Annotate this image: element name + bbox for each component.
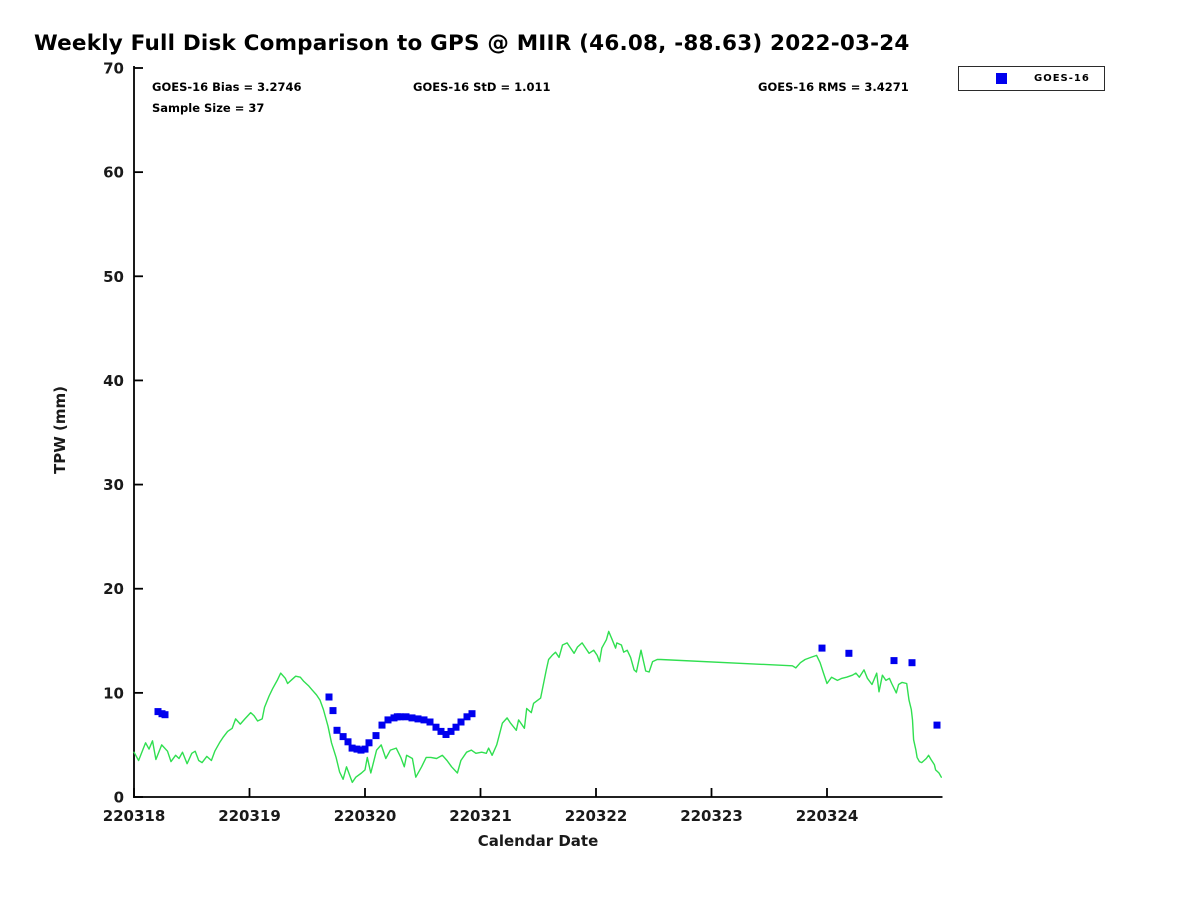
x-axis-label: Calendar Date bbox=[477, 832, 599, 850]
goes16-data-point bbox=[426, 718, 434, 726]
goes16-data-point bbox=[442, 731, 450, 738]
goes16-data-point bbox=[372, 732, 380, 740]
y-tick-label: 40 bbox=[103, 372, 124, 390]
goes16-data-point bbox=[463, 713, 471, 721]
goes16-data-point bbox=[890, 657, 898, 665]
legend-marker-square-icon bbox=[996, 73, 1007, 84]
chart-title: Weekly Full Disk Comparison to GPS @ MII… bbox=[34, 31, 910, 56]
goes16-data-point bbox=[365, 739, 373, 747]
goes16-data-point bbox=[161, 711, 169, 719]
legend: GOES-16 bbox=[958, 66, 1105, 91]
goes16-data-point bbox=[344, 738, 352, 746]
goes16-data-point bbox=[325, 693, 333, 701]
goes16-data-point bbox=[437, 727, 445, 735]
y-tick-label: 50 bbox=[103, 268, 124, 286]
goes16-data-point bbox=[154, 708, 162, 716]
goes16-data-point bbox=[908, 659, 916, 667]
goes16-data-point bbox=[339, 733, 347, 741]
goes16-data-point bbox=[457, 718, 465, 726]
gps-line bbox=[133, 630, 942, 784]
stat-std: GOES-16 StD = 1.011 bbox=[413, 80, 551, 94]
goes16-data-point bbox=[353, 745, 361, 753]
y-tick-label: 30 bbox=[103, 476, 124, 494]
goes16-data-point bbox=[933, 721, 941, 729]
y-axis-label: TPW (mm) bbox=[51, 386, 69, 474]
x-tick-label: 220319 bbox=[218, 807, 281, 825]
goes16-data-point bbox=[414, 715, 422, 723]
y-tick-label: 0 bbox=[114, 789, 124, 807]
legend-label: GOES-16 bbox=[1034, 73, 1090, 84]
goes16-data-point bbox=[384, 716, 392, 724]
x-tick-label: 220321 bbox=[449, 807, 512, 825]
x-tick-label: 220323 bbox=[680, 807, 743, 825]
x-tick-label: 220324 bbox=[796, 807, 859, 825]
stat-sample-size: Sample Size = 37 bbox=[152, 101, 265, 115]
goes16-data-point bbox=[378, 721, 386, 729]
goes16-data-point bbox=[361, 745, 369, 753]
goes16-data-point bbox=[348, 744, 356, 752]
goes16-data-point bbox=[818, 644, 826, 652]
stat-bias: GOES-16 Bias = 3.2746 bbox=[152, 80, 302, 94]
goes16-data-point bbox=[432, 723, 440, 731]
goes16-data-point bbox=[452, 723, 460, 731]
x-tick-label: 220322 bbox=[565, 807, 628, 825]
stat-rms: GOES-16 RMS = 3.4271 bbox=[758, 80, 909, 94]
x-tick-label: 220320 bbox=[334, 807, 397, 825]
goes16-data-point bbox=[845, 649, 853, 657]
goes16-data-point bbox=[420, 716, 428, 724]
goes16-data-point bbox=[333, 726, 341, 734]
goes16-data-point bbox=[329, 707, 337, 715]
goes16-data-point bbox=[447, 727, 455, 735]
y-tick-label: 10 bbox=[103, 684, 124, 702]
y-tick-label: 70 bbox=[103, 60, 124, 78]
goes16-data-point bbox=[396, 713, 404, 721]
goes16-data-point bbox=[408, 714, 416, 722]
goes16-data-point bbox=[402, 713, 410, 721]
x-tick-label: 220318 bbox=[103, 807, 166, 825]
y-tick-label: 60 bbox=[103, 164, 124, 182]
goes16-data-point bbox=[357, 746, 365, 754]
y-tick-label: 20 bbox=[103, 580, 124, 598]
goes16-data-point bbox=[468, 710, 476, 718]
